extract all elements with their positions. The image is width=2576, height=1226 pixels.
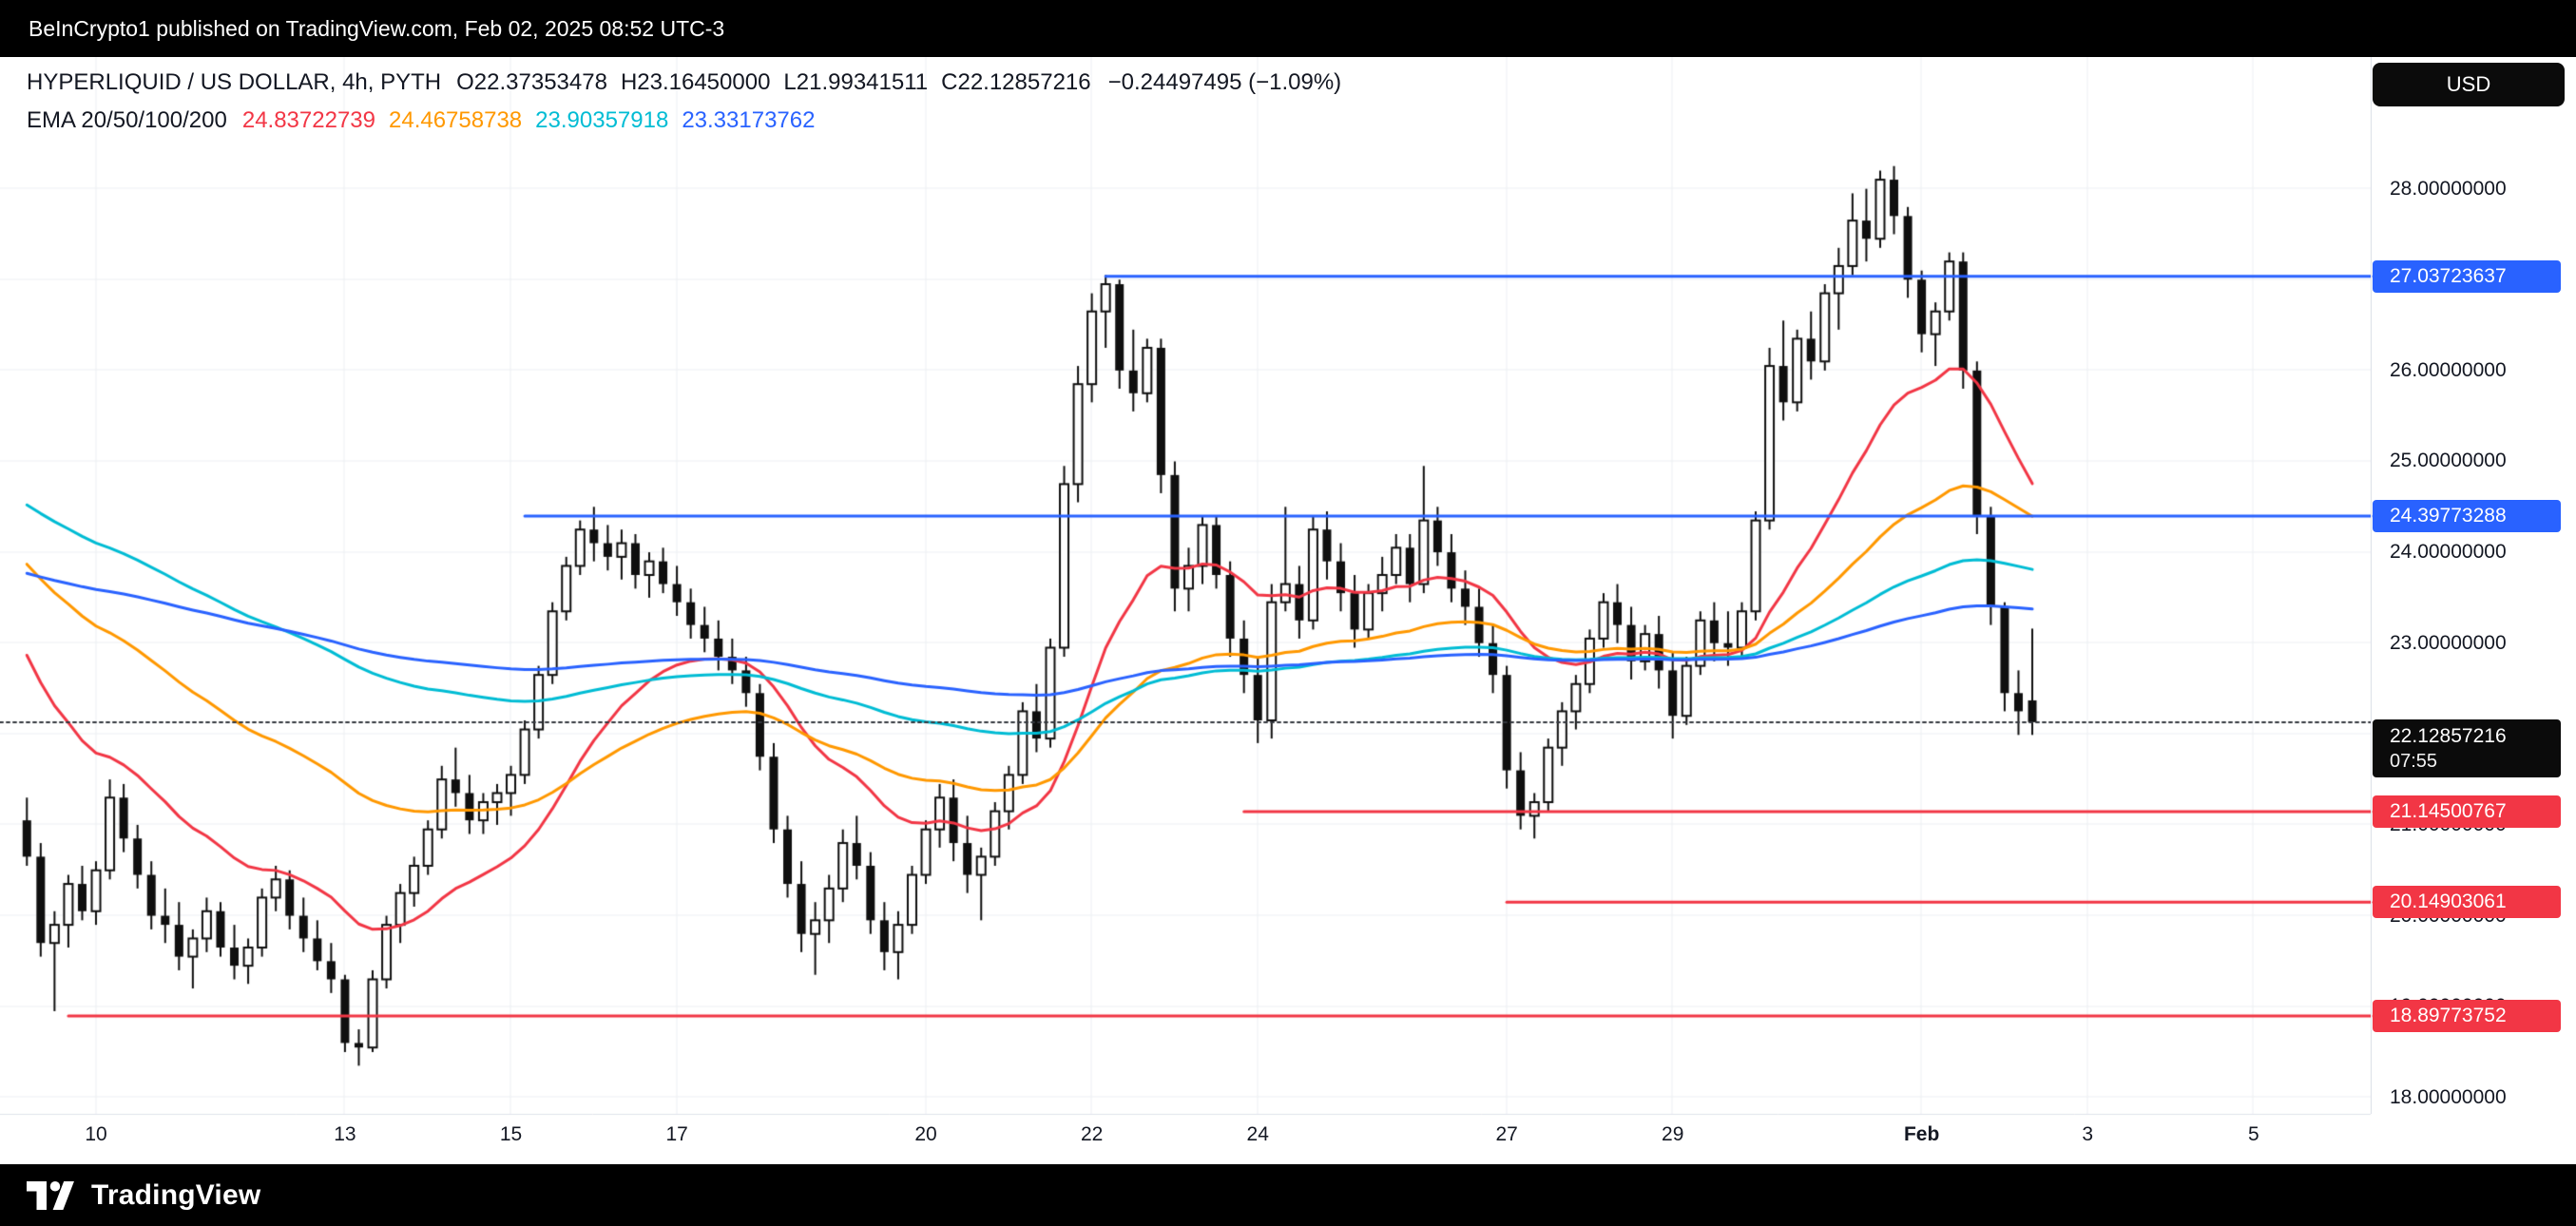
- ema50-value: 24.46758738: [389, 107, 523, 133]
- attribution-text: BeInCrypto1 published on TradingView.com…: [29, 15, 725, 41]
- attribution-bar: BeInCrypto1 published on TradingView.com…: [0, 0, 2576, 57]
- last-price-value: 22.12857216: [2390, 725, 2507, 748]
- footer-bar: TradingView: [0, 1164, 2576, 1226]
- price-level-badge: 21.14500767: [2373, 795, 2561, 829]
- time-tick-label: 10: [85, 1123, 107, 1145]
- ohlc-close: C22.12857216: [941, 69, 1091, 95]
- price-tick-label: 24.00000000: [2390, 541, 2507, 564]
- time-tick-label: 24: [1246, 1123, 1269, 1145]
- time-tick-label: 17: [665, 1123, 688, 1145]
- time-tick-label: 20: [914, 1123, 937, 1145]
- time-tick-label: 27: [1495, 1123, 1518, 1145]
- time-tick-label: Feb: [1903, 1123, 1940, 1145]
- tradingview-logo-icon[interactable]: [27, 1178, 78, 1213]
- currency-toggle-button[interactable]: USD: [2373, 63, 2565, 106]
- price-tick-label: 25.00000000: [2390, 450, 2507, 472]
- time-axis[interactable]: 10 13 15 17 20 22 24 27 29 Feb 3 5: [0, 1114, 2371, 1164]
- ema-indicator-row: EMA 20/50/100/200 24.83722739 24.46758738 2…: [27, 106, 1341, 135]
- chart-legend: HYPERLIQUID / US DOLLAR, 4h, PYTH O22.373…: [27, 68, 1341, 135]
- candlestick-chart[interactable]: [0, 0, 2576, 1164]
- symbol-title[interactable]: HYPERLIQUID / US DOLLAR, 4h, PYTH: [27, 69, 442, 95]
- price-tick-label: 28.00000000: [2390, 177, 2507, 200]
- price-axis-separator: [2371, 57, 2372, 1114]
- last-price-badge: 22.12857216 07:55: [2373, 719, 2561, 778]
- symbol-ohlc-row: HYPERLIQUID / US DOLLAR, 4h, PYTH O22.373…: [27, 68, 1341, 97]
- ema-indicator-label[interactable]: EMA 20/50/100/200: [27, 107, 227, 133]
- price-tick-label: 18.00000000: [2390, 1085, 2507, 1108]
- price-level-badge: 20.14903061: [2373, 886, 2561, 919]
- price-level-badge: 27.03723637: [2373, 259, 2561, 293]
- price-level-badge: 18.89773752: [2373, 999, 2561, 1032]
- time-tick-label: 29: [1662, 1123, 1684, 1145]
- price-axis[interactable]: 28.0000000027.0000000026.0000000025.0000…: [2371, 0, 2576, 1164]
- price-tick-label: 23.00000000: [2390, 631, 2507, 654]
- time-tick-label: 22: [1080, 1123, 1104, 1145]
- bar-countdown: 07:55: [2390, 751, 2438, 773]
- time-tick-label: 3: [2082, 1123, 2094, 1145]
- time-tick-label: 13: [334, 1123, 356, 1145]
- time-tick-label: 15: [499, 1123, 523, 1145]
- tradingview-wordmark[interactable]: TradingView: [91, 1178, 261, 1211]
- time-tick-label: 5: [2247, 1123, 2259, 1145]
- price-level-badge: 24.39773288: [2373, 500, 2561, 533]
- ema200-value: 23.33173762: [682, 107, 816, 133]
- ema100-value: 23.90357918: [535, 107, 669, 133]
- change-value: −0.24497495 (−1.09%): [1107, 69, 1342, 95]
- ema20-value: 24.83722739: [241, 107, 375, 133]
- ohlc-low: L21.99341511: [783, 69, 929, 95]
- ohlc-high: H23.16450000: [620, 69, 771, 95]
- price-tick-label: 26.00000000: [2390, 358, 2507, 381]
- ohlc-open: O22.37353478: [456, 69, 607, 95]
